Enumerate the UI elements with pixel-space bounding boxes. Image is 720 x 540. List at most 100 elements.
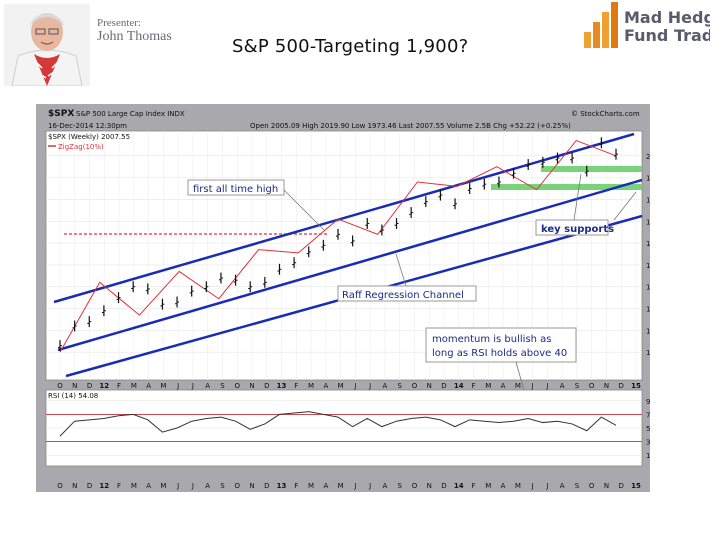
rsi-time-tick-label: O bbox=[234, 482, 240, 490]
rsi-time-tick-label: D bbox=[619, 482, 624, 490]
annotation-momentum-1: momentum is bullish as bbox=[432, 334, 552, 345]
rsi-time-tick-label: O bbox=[57, 482, 63, 490]
time-tick-label: S bbox=[575, 382, 580, 390]
annotation-ath: first all time high bbox=[193, 184, 278, 195]
time-tick-label: A bbox=[205, 382, 210, 390]
rsi-time-tick-label: D bbox=[87, 482, 92, 490]
rsi-time-tick-label: J bbox=[368, 482, 371, 490]
rsi-gridlines bbox=[46, 400, 642, 456]
chart-symbol: $SPX bbox=[48, 109, 74, 119]
support-band-1 bbox=[541, 166, 642, 172]
time-tick-label: A bbox=[146, 382, 151, 390]
time-tick-label: J bbox=[531, 382, 534, 390]
logo-line2: Fund Trader bbox=[624, 26, 710, 45]
stockcharts-panel: $SPX S&P 500 Large Cap Index INDX © Stoc… bbox=[36, 104, 664, 492]
time-tick-label: F bbox=[117, 382, 121, 390]
time-tick-label: M bbox=[308, 382, 314, 390]
time-tick-label: A bbox=[323, 382, 328, 390]
time-tick-label: M bbox=[515, 382, 521, 390]
time-tick-label: M bbox=[485, 382, 491, 390]
chart-source: © StockCharts.com bbox=[571, 110, 640, 118]
rsi-time-tick-label: A bbox=[501, 482, 506, 490]
slide-title: S&P 500-Targeting 1,900? bbox=[232, 36, 469, 57]
rsi-time-tick-label: 14 bbox=[454, 482, 464, 490]
rsi-time-tick-label: O bbox=[412, 482, 418, 490]
chart-svg: $SPX S&P 500 Large Cap Index INDX © Stoc… bbox=[36, 104, 664, 492]
price-tick-label: 1400 bbox=[646, 284, 650, 292]
time-tick-label: O bbox=[57, 382, 63, 390]
rsi-time-tick-label: M bbox=[160, 482, 166, 490]
time-tick-label: F bbox=[472, 382, 476, 390]
price-tick-label: 1900 bbox=[646, 175, 650, 183]
time-tick-label: 13 bbox=[277, 382, 287, 390]
price-bars bbox=[58, 137, 618, 352]
time-tick-label: F bbox=[294, 382, 298, 390]
rsi-time-tick-label: A bbox=[323, 482, 328, 490]
price-tick-label: 1300 bbox=[646, 306, 650, 314]
rsi-time-tick-label: J bbox=[353, 482, 356, 490]
rsi-tick-label: 70 bbox=[646, 411, 650, 419]
time-tick-label: M bbox=[131, 382, 137, 390]
channel-upper-line bbox=[53, 132, 635, 304]
chart-date: 16-Dec-2014 12:30pm bbox=[48, 122, 127, 130]
rsi-time-tick-label: J bbox=[176, 482, 179, 490]
time-tick-label: O bbox=[234, 382, 240, 390]
legend-zigzag: ZigZag(10%) bbox=[58, 143, 104, 151]
time-tick-label: N bbox=[604, 382, 609, 390]
rsi-line bbox=[59, 411, 617, 437]
time-tick-label: N bbox=[72, 382, 77, 390]
rsi-time-tick-label: F bbox=[472, 482, 476, 490]
rsi-time-tick-label: 15 bbox=[631, 482, 641, 490]
rsi-tick-label: 50 bbox=[646, 425, 650, 433]
rsi-time-tick-label: M bbox=[515, 482, 521, 490]
rsi-time-tick-label: S bbox=[220, 482, 225, 490]
rsi-time-axis: O N D 12 F M A M J J A S O N D 13 F M A M J J A S O N D 14 F M A M J J A S O… bbox=[57, 482, 641, 490]
presenter-name: John Thomas bbox=[97, 28, 172, 44]
rsi-time-tick-label: A bbox=[146, 482, 151, 490]
annotation-channel: Raff Regression Channel bbox=[342, 290, 464, 301]
rsi-time-tick-label: D bbox=[441, 482, 446, 490]
rsi-time-tick-label: A bbox=[560, 482, 565, 490]
price-tick-label: 1800 bbox=[646, 196, 650, 204]
rsi-time-tick-label: J bbox=[531, 482, 534, 490]
legend-price: $SPX (Weekly) 2007.55 bbox=[48, 133, 130, 141]
rsi-time-tick-label: S bbox=[397, 482, 402, 490]
rsi-time-tick-label: M bbox=[338, 482, 344, 490]
time-tick-label: 12 bbox=[99, 382, 109, 390]
rsi-time-tick-label: N bbox=[72, 482, 77, 490]
annotation-momentum-2: long as RSI holds above 40 bbox=[432, 348, 567, 359]
time-tick-label: J bbox=[353, 382, 356, 390]
time-tick-label: S bbox=[220, 382, 225, 390]
presenter-label: Presenter: bbox=[97, 17, 141, 29]
rsi-series bbox=[59, 411, 617, 437]
time-tick-label: 15 bbox=[631, 382, 641, 390]
rsi-time-tick-label: D bbox=[264, 482, 269, 490]
rsi-time-tick-label: A bbox=[205, 482, 210, 490]
rsi-time-tick-label: 12 bbox=[99, 482, 109, 490]
rsi-time-tick-label: S bbox=[575, 482, 580, 490]
rsi-tick-label: 10 bbox=[646, 452, 650, 460]
time-tick-label: N bbox=[427, 382, 432, 390]
price-time-axis: O N D 12 F M A M J J A S O N D 13 F M A M J J A S O N D 14 F M A M J J A S O… bbox=[57, 382, 641, 390]
rsi-tick-label: 90 bbox=[646, 398, 650, 406]
rsi-time-tick-label: M bbox=[131, 482, 137, 490]
price-tick-label: 1600 bbox=[646, 240, 650, 248]
support-band-2 bbox=[491, 184, 642, 190]
time-tick-label: N bbox=[249, 382, 254, 390]
annotation-momentum-box bbox=[425, 327, 577, 363]
annotation-supports-box bbox=[535, 219, 609, 236]
price-tick-label: 1500 bbox=[646, 262, 650, 270]
chart-quote: Open 2005.09 High 2019.90 Low 1973.46 La… bbox=[250, 122, 571, 130]
logo-line1: Mad Hedge bbox=[624, 8, 710, 27]
mad-hedge-logo: Mad Hedge Fund Trader bbox=[584, 2, 710, 48]
time-tick-label: D bbox=[441, 382, 446, 390]
time-tick-label: J bbox=[176, 382, 179, 390]
time-tick-label: A bbox=[383, 382, 388, 390]
time-tick-label: M bbox=[160, 382, 166, 390]
time-tick-label: M bbox=[338, 382, 344, 390]
rsi-time-tick-label: O bbox=[589, 482, 595, 490]
rsi-time-tick-label: J bbox=[545, 482, 548, 490]
time-tick-label: D bbox=[87, 382, 92, 390]
rsi-time-tick-label: M bbox=[308, 482, 314, 490]
time-tick-label: D bbox=[619, 382, 624, 390]
